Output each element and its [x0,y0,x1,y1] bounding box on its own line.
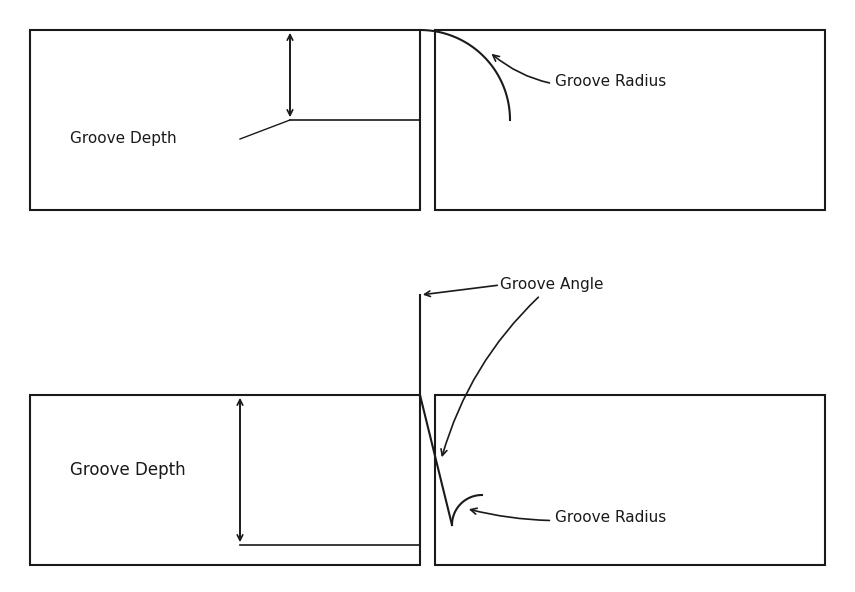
Bar [30,30,420,210]
Text: Groove Radius: Groove Radius [470,508,666,525]
Text: Groove Depth: Groove Depth [70,131,177,146]
Text: Groove Depth: Groove Depth [70,461,186,479]
Bar [435,30,825,210]
Text: Groove Radius: Groove Radius [492,55,666,89]
Bar [435,395,825,565]
Bar [30,395,420,565]
Text: Groove Angle: Groove Angle [441,278,604,455]
